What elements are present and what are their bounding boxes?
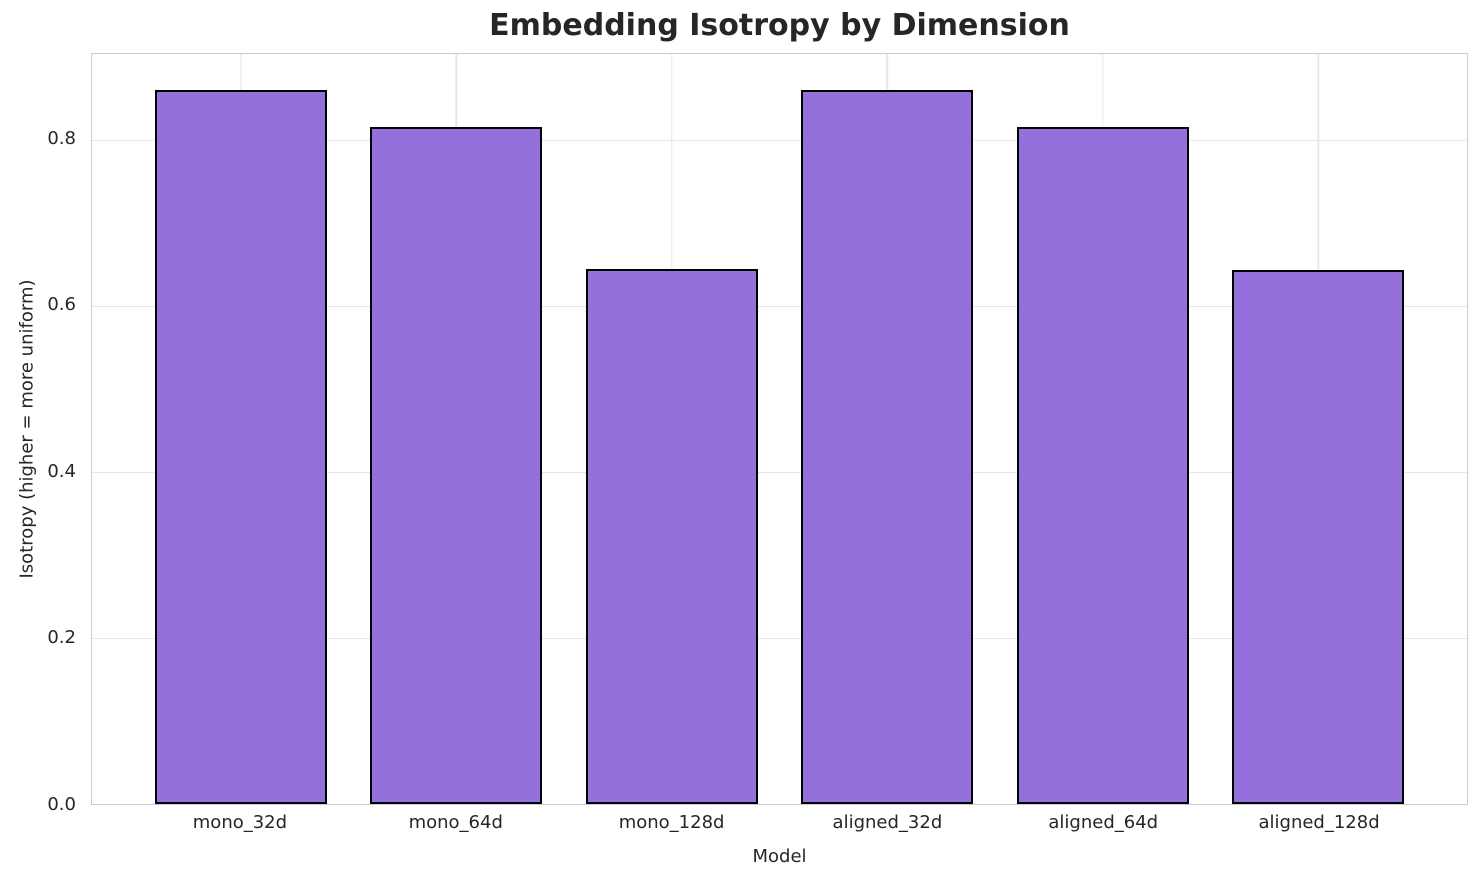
bar-mono_128d xyxy=(585,269,758,804)
x-tick-label-mono_32d: mono_32d xyxy=(192,812,288,833)
bar-aligned_32d xyxy=(801,89,974,804)
y-tick-label: 0.0 xyxy=(47,794,76,815)
x-axis-label: Model xyxy=(752,846,807,867)
y-tick-label: 0.4 xyxy=(47,460,76,482)
h-gridline xyxy=(92,139,1467,141)
y-tick-label: 0.6 xyxy=(47,294,76,316)
x-tick-label-aligned_64d: aligned_64d xyxy=(1048,812,1159,833)
x-tick-label-aligned_32d: aligned_32d xyxy=(832,812,943,833)
h-gridline xyxy=(92,471,1467,474)
h-gridline xyxy=(92,305,1467,308)
x-tick-label-aligned_128d: aligned_128d xyxy=(1258,812,1380,833)
h-gridline xyxy=(92,637,1467,640)
y-tick-label: 0.2 xyxy=(47,627,76,649)
y-tick-label: 0.8 xyxy=(47,127,76,149)
bar-mono_64d xyxy=(370,127,543,804)
x-tick-label-mono_64d: mono_64d xyxy=(408,812,503,833)
x-tick-label-mono_128d: mono_128d xyxy=(618,812,725,833)
bar-aligned_64d xyxy=(1016,127,1189,804)
chart-title: Embedding Isotropy by Dimension xyxy=(489,8,1070,43)
bar-aligned_128d xyxy=(1232,269,1405,804)
plot-area xyxy=(91,53,1468,805)
y-axis-label: Isotropy (higher = more uniform) xyxy=(16,279,38,579)
bar-mono_32d xyxy=(154,89,327,804)
